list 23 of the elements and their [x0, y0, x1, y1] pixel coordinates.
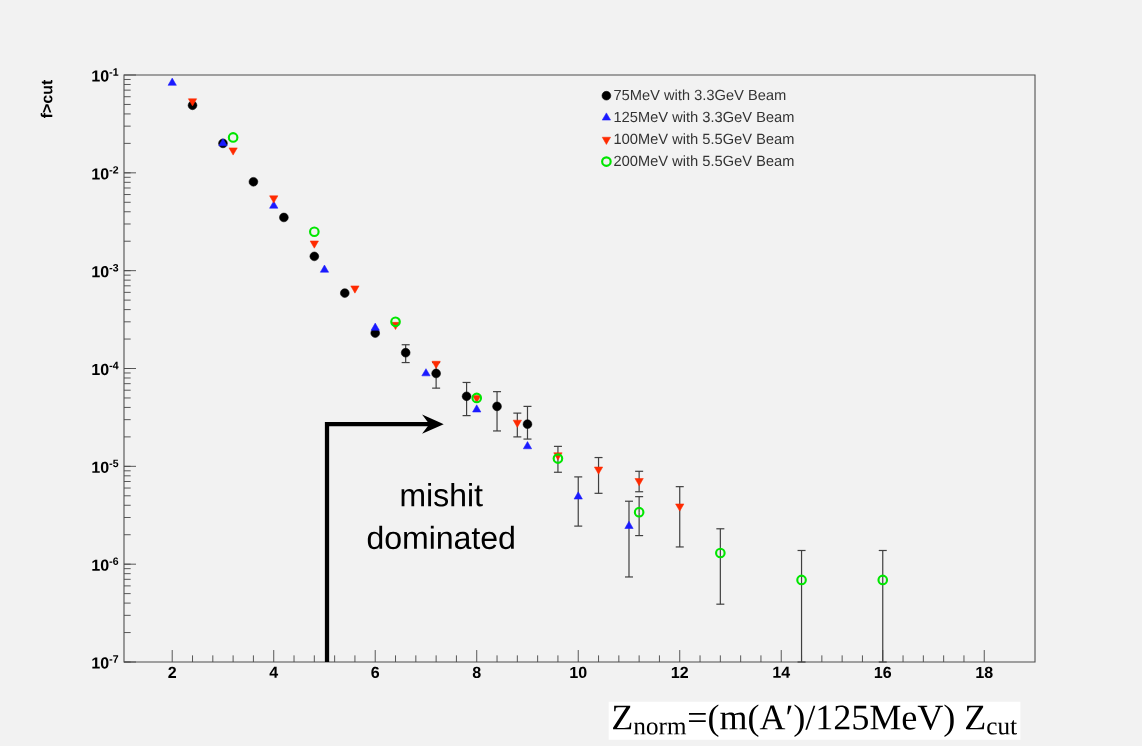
- x-tick-label: 16: [874, 666, 892, 679]
- y-tick-label: 10$^{-4}$: [92, 361, 119, 376]
- y-tick-label: 10$^{-3}$: [92, 263, 119, 278]
- x-axis-title: Z$_{norm}$=(m(A′)/125MeV) Z$_{cut}$: [613, 704, 1017, 738]
- y-tick-label: 10$^{-5}$: [92, 459, 119, 473]
- x-tick-label: 8: [472, 666, 481, 679]
- x-tick-label: 12: [671, 666, 688, 678]
- x-tick-label: 10: [570, 666, 587, 679]
- annotation: mishit dominated: [367, 483, 514, 550]
- x-tick-label: 4: [269, 666, 279, 678]
- legend-label: 100MeV with 5.5GeV Beam: [614, 133, 794, 145]
- legend-label: 200MeV with 5.5GeV Beam: [614, 155, 794, 167]
- x-tick-label: 2: [168, 666, 177, 678]
- y-tick-label: 10$^{-6}$: [92, 557, 119, 571]
- y-tick-label: 10$^{-7}$: [92, 655, 119, 669]
- y-tick-label: 10$^{-2}$: [92, 166, 119, 180]
- legend-label: 75MeV with 3.3GeV Beam: [614, 89, 786, 101]
- x-tick-label: 6: [371, 666, 380, 679]
- y-tick-label: 10$^{-1}$: [92, 68, 119, 82]
- y-axis-title: f>cut: [40, 79, 53, 119]
- x-tick-label: 18: [976, 666, 993, 679]
- legend-label: 125MeV with 3.3GeV Beam: [614, 111, 794, 123]
- x-tick-label: 14: [773, 666, 791, 678]
